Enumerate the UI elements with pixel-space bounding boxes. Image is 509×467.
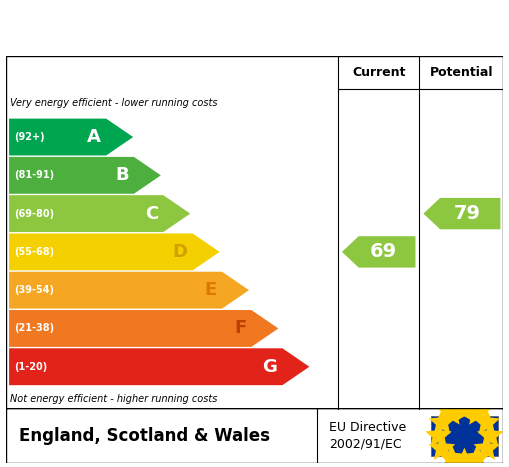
- Text: Energy Efficiency Rating: Energy Efficiency Rating: [13, 15, 338, 39]
- Text: B: B: [116, 166, 129, 184]
- Text: G: G: [263, 358, 277, 376]
- Text: EU Directive
2002/91/EC: EU Directive 2002/91/EC: [329, 421, 406, 451]
- Polygon shape: [464, 444, 491, 467]
- Polygon shape: [423, 198, 500, 229]
- Polygon shape: [9, 348, 309, 385]
- Text: Current: Current: [352, 66, 406, 79]
- Polygon shape: [9, 234, 219, 270]
- Polygon shape: [342, 236, 415, 268]
- Bar: [431, 416, 498, 455]
- Polygon shape: [9, 310, 278, 347]
- Text: Very energy efficient - lower running costs: Very energy efficient - lower running co…: [10, 98, 217, 108]
- Polygon shape: [477, 422, 503, 447]
- Polygon shape: [438, 399, 465, 425]
- Polygon shape: [473, 409, 500, 434]
- Text: (69-80): (69-80): [14, 209, 54, 219]
- Polygon shape: [464, 399, 491, 425]
- Text: England, Scotland & Wales: England, Scotland & Wales: [18, 427, 270, 445]
- Text: Potential: Potential: [430, 66, 493, 79]
- Text: C: C: [145, 205, 158, 223]
- Polygon shape: [429, 435, 455, 460]
- Text: (1-20): (1-20): [14, 362, 47, 372]
- Text: E: E: [205, 281, 217, 299]
- Polygon shape: [429, 409, 455, 434]
- Text: Not energy efficient - higher running costs: Not energy efficient - higher running co…: [10, 394, 217, 404]
- Polygon shape: [9, 195, 190, 232]
- Text: F: F: [234, 319, 246, 338]
- Text: (92+): (92+): [14, 132, 45, 142]
- Polygon shape: [9, 119, 133, 156]
- Text: (55-68): (55-68): [14, 247, 54, 257]
- Polygon shape: [473, 435, 500, 460]
- Polygon shape: [451, 448, 477, 467]
- Polygon shape: [9, 157, 161, 194]
- Polygon shape: [426, 422, 452, 447]
- Text: A: A: [88, 128, 101, 146]
- Text: 69: 69: [370, 242, 397, 262]
- Polygon shape: [451, 396, 477, 421]
- Text: (81-91): (81-91): [14, 170, 54, 180]
- Text: 79: 79: [454, 204, 480, 223]
- Text: (39-54): (39-54): [14, 285, 54, 295]
- Text: (21-38): (21-38): [14, 324, 54, 333]
- Polygon shape: [9, 272, 249, 309]
- Text: D: D: [173, 243, 188, 261]
- Polygon shape: [438, 444, 465, 467]
